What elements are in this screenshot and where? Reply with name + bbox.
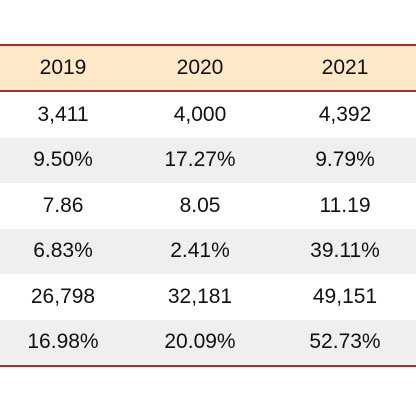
header-2021: 2021 xyxy=(274,46,416,92)
table-cell: 8.05 xyxy=(179,193,221,217)
header-2019: 2019 xyxy=(0,46,126,92)
table-cell: 52.73% xyxy=(274,319,416,365)
table-cell: 9.50% xyxy=(0,137,126,183)
table-cell: 6.83% xyxy=(0,228,126,274)
table-cell: 9.79% xyxy=(274,137,416,183)
table-cell: 2.41% xyxy=(126,228,274,274)
data-table-container: 2019 2020 2021 3,411 4,000 4,392 9.50% 1… xyxy=(0,44,416,367)
table-cell: 7.86 xyxy=(42,193,84,217)
table-cell: 3,411 xyxy=(37,102,89,126)
table-row: 16.98% 20.09% 52.73% xyxy=(0,319,416,365)
table-cell: 49,151 xyxy=(312,284,378,308)
table-cell: 20.09% xyxy=(126,319,274,365)
header-row: 2019 2020 2021 xyxy=(0,46,416,92)
table-cell: 26,798 xyxy=(30,284,96,308)
table-body: 3,411 4,000 4,392 9.50% 17.27% 9.79% 7.8… xyxy=(0,91,416,365)
data-table: 2019 2020 2021 3,411 4,000 4,392 9.50% 1… xyxy=(0,46,416,365)
table-row: 26,798 32,181 49,151 xyxy=(0,274,416,320)
table-row: 9.50% 17.27% 9.79% xyxy=(0,137,416,183)
table-header: 2019 2020 2021 xyxy=(0,46,416,92)
table-cell: 4,392 xyxy=(318,102,372,126)
table-cell: 16.98% xyxy=(0,319,126,365)
table-cell: 32,181 xyxy=(167,284,233,308)
table-cell: 39.11% xyxy=(274,228,416,274)
table-row: 7.86 8.05 11.19 xyxy=(0,183,416,229)
table-cell: 11.19 xyxy=(319,193,371,217)
header-2020: 2020 xyxy=(126,46,274,92)
table-row: 3,411 4,000 4,392 xyxy=(0,91,416,138)
table-cell: 4,000 xyxy=(173,102,227,126)
table-row: 6.83% 2.41% 39.11% xyxy=(0,228,416,274)
table-cell: 17.27% xyxy=(126,137,274,183)
